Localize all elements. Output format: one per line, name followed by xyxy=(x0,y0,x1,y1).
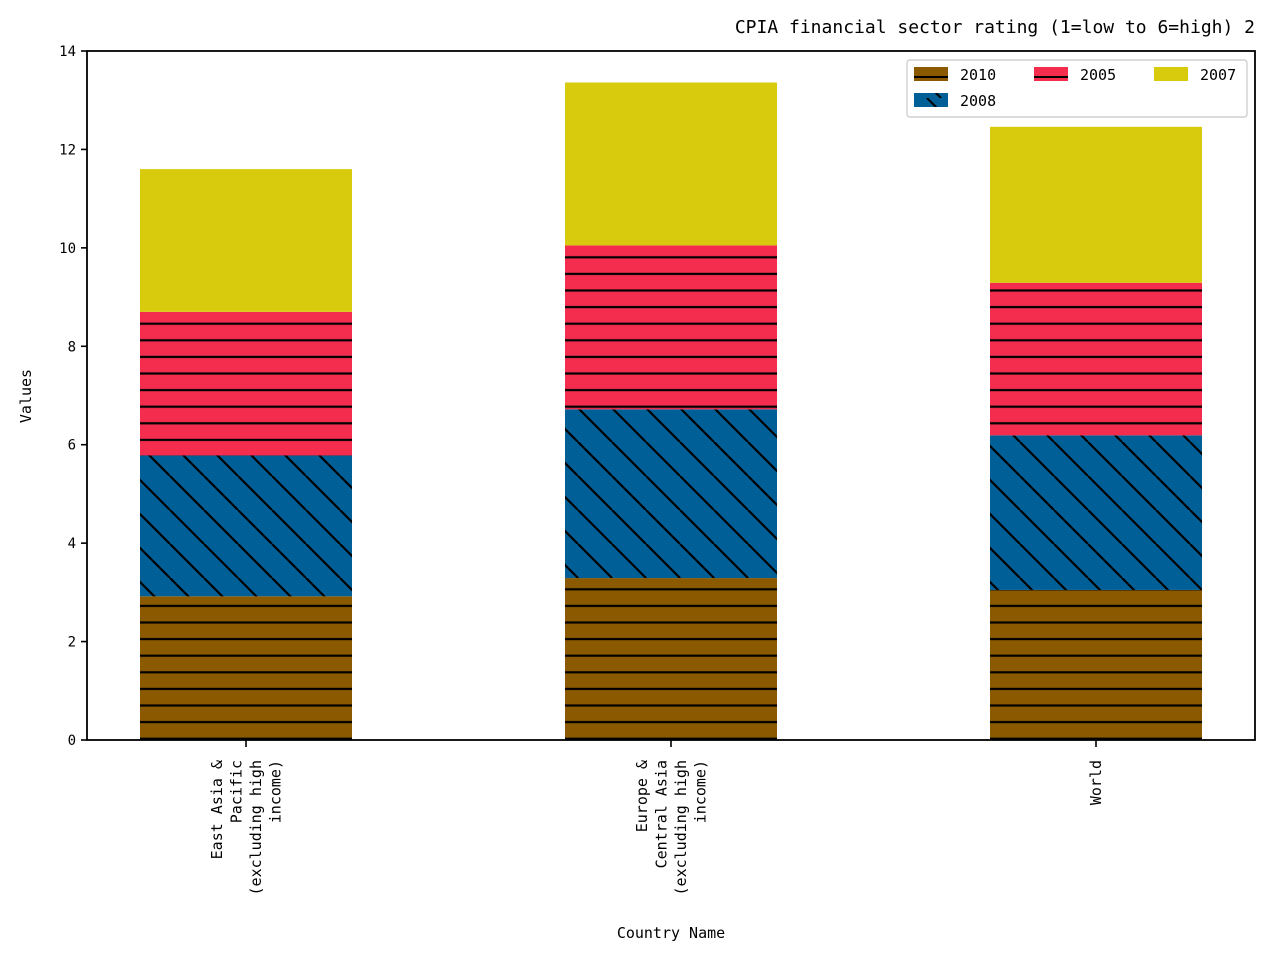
x-tick-label-line: Pacific xyxy=(227,760,245,823)
bars-group xyxy=(140,82,1202,740)
x-tick-label: World xyxy=(1087,760,1105,805)
y-axis: 0 2 4 6 8 10 12 14 xyxy=(59,44,87,749)
chart-title: CPIA financial sector rating (1=low to 6… xyxy=(735,17,1255,38)
y-tick-label: 2 xyxy=(68,635,76,651)
bar-hatch-2008-0 xyxy=(140,455,352,597)
legend-label-2010: 2010 xyxy=(960,66,996,84)
bar-hatch-2008-2 xyxy=(990,435,1202,590)
y-tick-label: 12 xyxy=(59,142,76,158)
bar-2007-2 xyxy=(990,126,1202,283)
x-axis-label: Country Name xyxy=(617,924,725,942)
plot-frame xyxy=(86,50,1256,741)
y-tick-label: 6 xyxy=(68,438,76,454)
y-tick-label: 10 xyxy=(59,241,76,257)
legend: 2010 2005 2007 2008 xyxy=(906,59,1248,118)
y-tick-label: 0 xyxy=(68,733,76,749)
bar-2007-0 xyxy=(140,169,352,312)
x-axis: East Asia & Pacific (excluding high income)… xyxy=(208,740,1105,895)
legend-swatch-hatch-2008 xyxy=(914,93,948,107)
x-tick-label-line: East Asia & xyxy=(208,760,226,859)
bar-2007-1 xyxy=(565,82,777,246)
legend-swatch-2007 xyxy=(1154,67,1188,81)
x-tick-label: Europe & Central Asia (excluding high incom… xyxy=(633,760,710,895)
x-tick-label-line: income) xyxy=(266,760,284,823)
legend-frame xyxy=(906,59,1248,118)
bar-hatch-2005-1 xyxy=(565,245,777,410)
x-tick-label-line: (excluding high xyxy=(672,760,690,895)
y-tick-label: 8 xyxy=(68,339,76,355)
x-tick-label-line: Europe & xyxy=(633,760,651,832)
bar-hatch-2005-2 xyxy=(990,282,1202,436)
bar-hatch-2005-0 xyxy=(140,311,352,456)
bar-hatch-2008-1 xyxy=(565,409,777,579)
bar-hatch-2010-0 xyxy=(140,596,352,740)
legend-label-2005: 2005 xyxy=(1080,66,1116,84)
bar-hatch-2010-1 xyxy=(565,578,777,740)
x-tick-label-line: Central Asia xyxy=(652,760,670,868)
x-tick-label-line: World xyxy=(1087,760,1105,805)
x-tick-label: East Asia & Pacific (excluding high income) xyxy=(208,760,285,895)
x-tick-label-line: (excluding high xyxy=(247,760,265,895)
legend-label-2007: 2007 xyxy=(1200,66,1236,84)
x-tick-label-line: income) xyxy=(691,760,709,823)
legend-label-2008: 2008 xyxy=(960,92,996,110)
legend-swatch-hatch-2005 xyxy=(1034,67,1068,81)
y-axis-label: Values xyxy=(17,369,35,423)
y-tick-label: 14 xyxy=(59,44,76,60)
legend-swatch-hatch-2010 xyxy=(914,67,948,81)
y-tick-label: 4 xyxy=(68,536,76,552)
bar-hatch-2010-2 xyxy=(990,589,1202,740)
